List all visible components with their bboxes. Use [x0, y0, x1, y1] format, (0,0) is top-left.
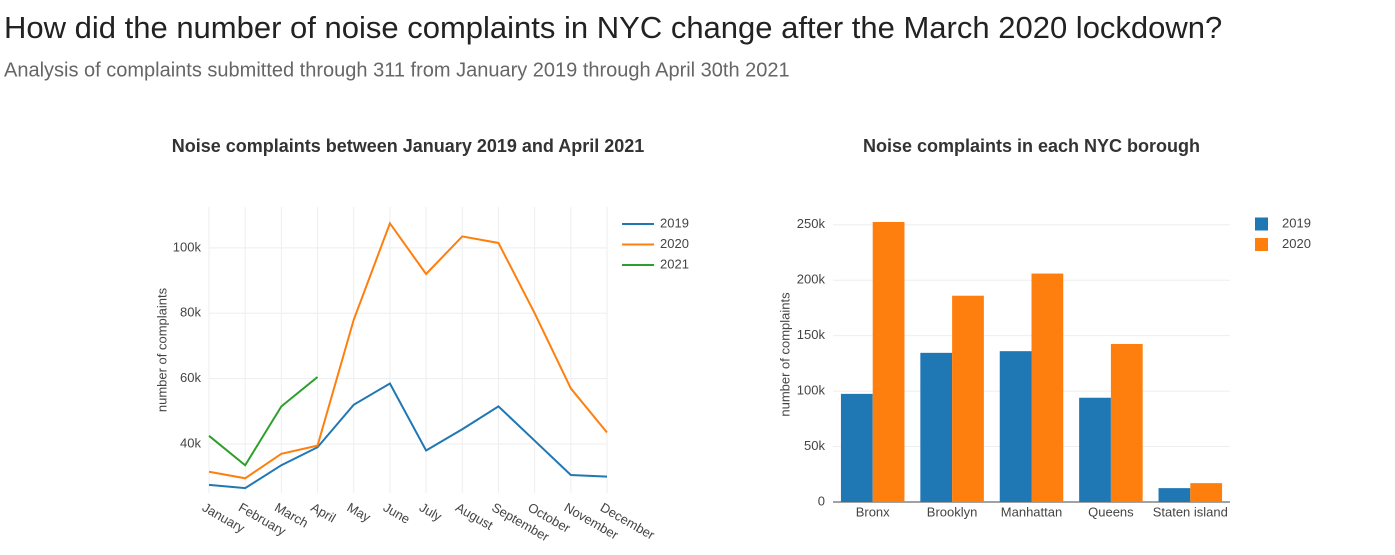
chart-title: Noise complaints between January 2019 an… [172, 136, 645, 156]
x-tick-label: Manhattan [1001, 504, 1062, 519]
line-series [208, 221, 608, 480]
bar [872, 221, 905, 502]
x-tick-label: Brooklyn [927, 504, 978, 519]
chart-title: Noise complaints in each NYC borough [863, 136, 1200, 156]
x-tick-label: July [417, 500, 445, 525]
x-tick-label: April [308, 500, 338, 526]
legend-label: 2019 [1282, 215, 1311, 230]
bar [999, 351, 1032, 502]
bar [920, 352, 953, 502]
y-tick-label: 200k [797, 272, 826, 287]
bar [1110, 343, 1143, 502]
y-tick-label: 150k [797, 327, 826, 342]
bar [1031, 273, 1064, 502]
legend-label: 2021 [660, 256, 689, 271]
x-tick-label: June [381, 500, 413, 527]
y-tick-label: 100k [173, 239, 202, 254]
x-tick-label: Bronx [856, 504, 890, 519]
page-subtitle: Analysis of complaints submitted through… [4, 59, 790, 81]
x-tick-label: May [345, 500, 374, 526]
legend-label: 2019 [660, 215, 689, 230]
y-tick-label: 80k [180, 305, 201, 320]
x-tick-label: Staten island [1153, 504, 1228, 519]
bar [1158, 488, 1191, 502]
bar [952, 295, 984, 502]
line-series [208, 376, 319, 467]
y-tick-label: 60k [180, 370, 201, 385]
bar [1079, 397, 1111, 502]
x-tick-label: Queens [1088, 504, 1134, 519]
page-title: How did the number of noise complaints i… [4, 10, 1222, 45]
legend-swatch [1255, 238, 1268, 251]
x-tick-label: August [453, 500, 496, 533]
y-tick-label: 50k [804, 438, 825, 453]
legend-label: 2020 [1282, 236, 1311, 251]
legend-swatch [1255, 217, 1268, 231]
y-tick-label: 0 [818, 493, 825, 508]
line-series [208, 382, 608, 490]
y-tick-label: 40k [180, 435, 201, 450]
y-tick-label: 250k [797, 216, 826, 231]
bar [1190, 483, 1223, 502]
y-tick-label: 100k [797, 383, 826, 398]
y-axis-title: number of complaints [154, 287, 169, 412]
bar [840, 393, 873, 502]
y-axis-title: number of complaints [777, 292, 792, 417]
legend-label: 2020 [660, 236, 689, 251]
